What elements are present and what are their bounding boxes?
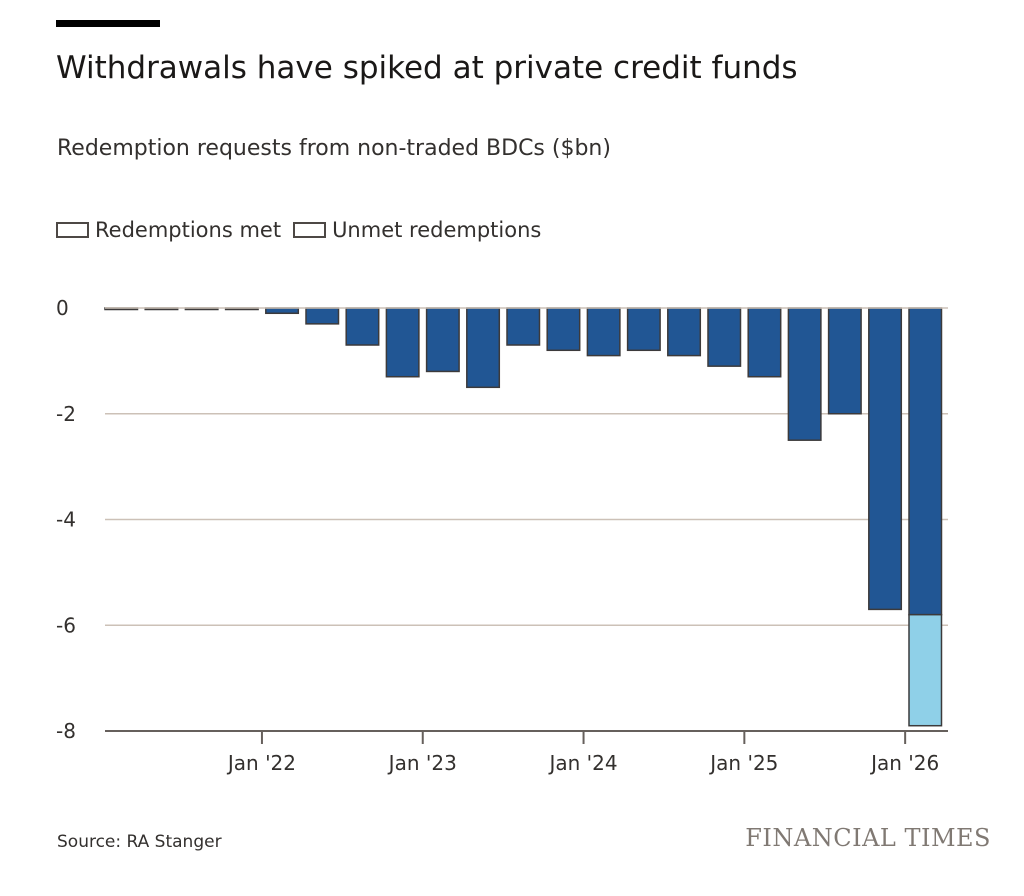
bar-redemptions-met — [425, 307, 460, 373]
bar-redemptions-met — [546, 307, 581, 352]
bar-redemptions-met — [787, 307, 822, 441]
legend-swatch-unmet — [293, 222, 327, 238]
legend-swatch-met — [56, 222, 89, 238]
bar-redemptions-met — [667, 307, 702, 357]
ft-logo: FINANCIAL TIMES — [745, 824, 991, 852]
bar-redemptions-met — [868, 307, 903, 611]
bar-redemptions-met — [466, 307, 501, 389]
y-tick-label: -6 — [56, 613, 76, 637]
bar-redemptions-met — [908, 307, 943, 616]
x-tick-label: Jan '26 — [869, 751, 939, 775]
legend-label-unmet: Unmet redemptions — [332, 218, 542, 242]
chart-title: Withdrawals have spiked at private credi… — [56, 50, 798, 86]
x-tick-label: Jan '25 — [708, 751, 778, 775]
x-tick-label: Jan '22 — [226, 751, 296, 775]
legend: Redemptions met Unmet redemptions — [56, 218, 553, 242]
bar-redemptions-met — [707, 307, 742, 367]
header-accent-bar — [56, 20, 160, 27]
legend-item-met: Redemptions met — [56, 218, 281, 242]
bar-redemptions-met — [747, 307, 782, 378]
x-tick-label: Jan '23 — [387, 751, 457, 775]
source-note: Source: RA Stanger — [57, 832, 222, 852]
y-tick-label: -4 — [56, 508, 76, 532]
chart-subtitle: Redemption requests from non-traded BDCs… — [57, 136, 611, 161]
bar-redemptions-met — [827, 307, 862, 415]
bar-redemptions-met — [265, 307, 300, 315]
bar-redemptions-met — [586, 307, 621, 357]
bar-unmet-redemptions — [908, 613, 943, 727]
bar-redemptions-met — [305, 307, 340, 325]
y-tick-label: -8 — [56, 719, 76, 743]
legend-label-met: Redemptions met — [95, 218, 282, 242]
legend-item-unmet: Unmet redemptions — [293, 218, 541, 242]
bar-redemptions-met — [506, 307, 541, 346]
x-tick-label: Jan '24 — [547, 751, 617, 775]
bar-redemptions-met — [385, 307, 420, 378]
bar-redemptions-met — [345, 307, 380, 346]
y-tick-label: -2 — [56, 402, 76, 426]
bar-redemptions-met — [626, 307, 661, 352]
y-tick-label: 0 — [56, 296, 69, 320]
